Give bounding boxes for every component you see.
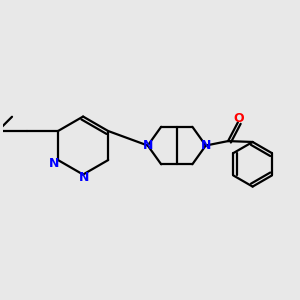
Text: N: N (49, 157, 60, 170)
Text: N: N (79, 171, 89, 184)
Text: N: N (201, 139, 211, 152)
Text: O: O (233, 112, 244, 125)
Text: N: N (142, 139, 153, 152)
